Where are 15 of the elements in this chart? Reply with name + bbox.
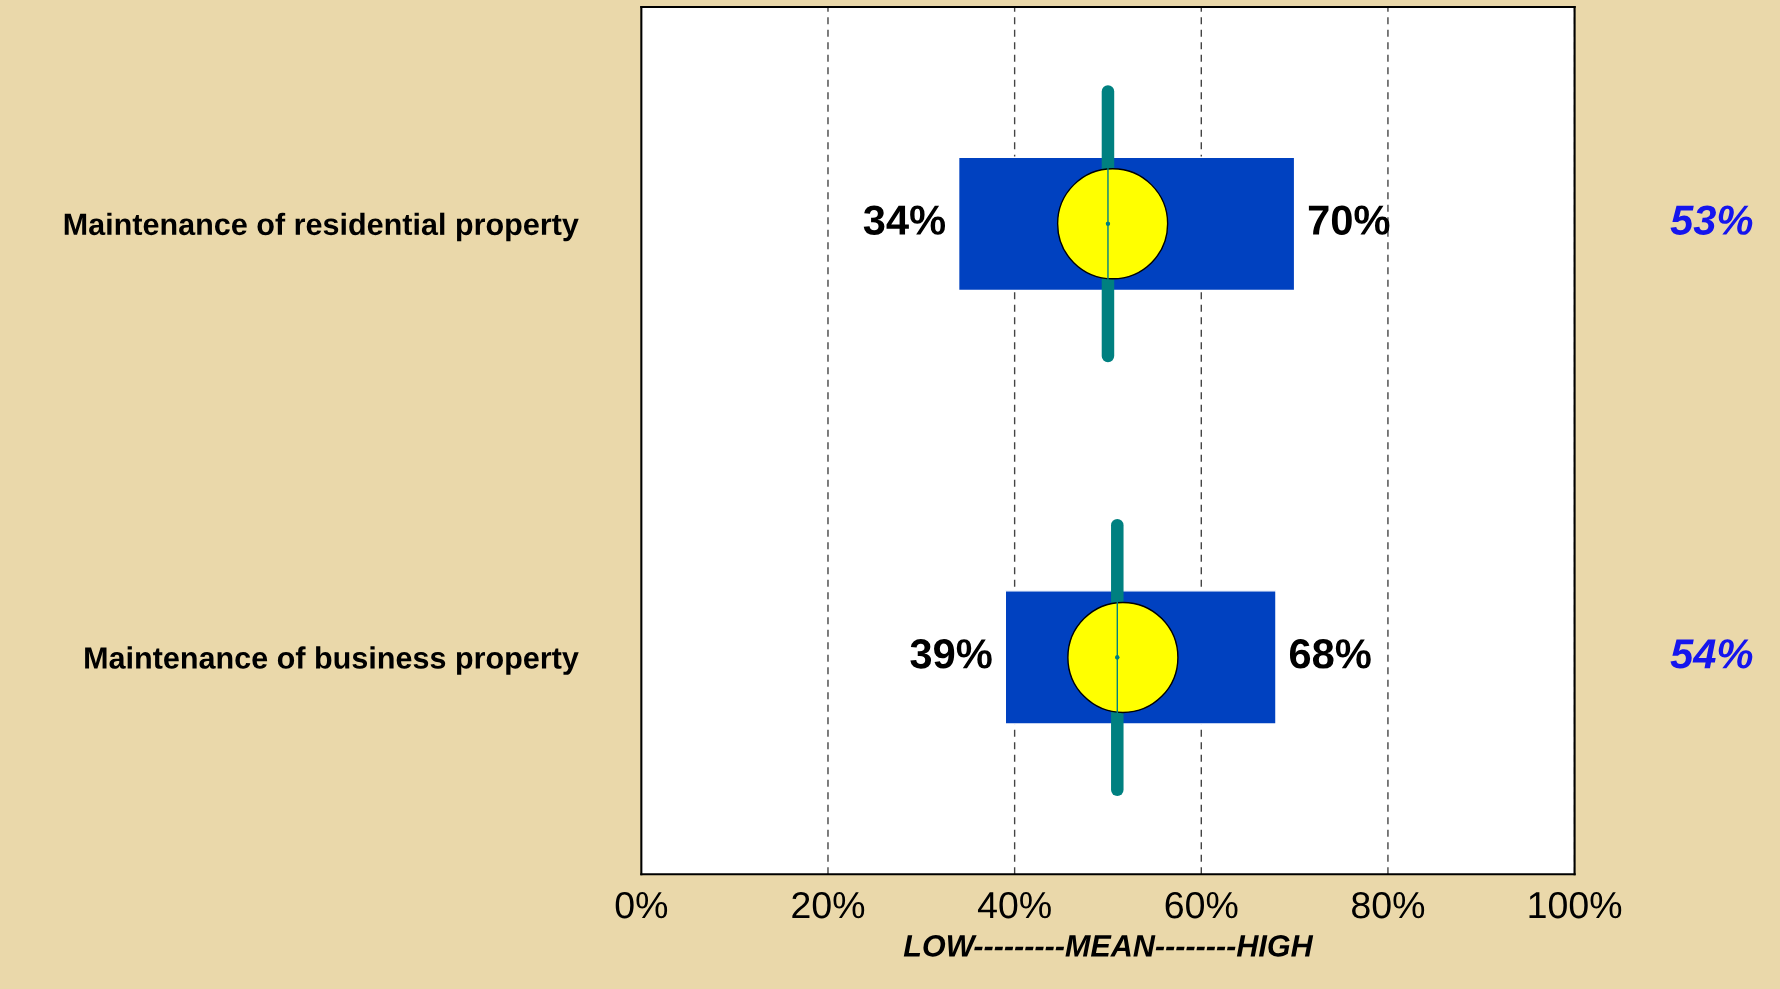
x-tick-label: 80% [1352,891,1425,919]
x-tick-label: 0% [615,891,668,919]
x-tick-label: 60% [1165,891,1238,919]
x-tick-label: 20% [792,891,865,919]
text: 54% [1670,639,1753,669]
annotation: 34% [863,205,946,235]
annotation: 39% [910,639,992,669]
x-tick-label: 100% [1529,891,1622,919]
annotation: 70% [1308,205,1390,235]
text: 53% [1670,205,1753,235]
x-tick-label: 40% [977,891,1051,919]
y-tick-label: Maintenance of residential property [64,212,579,242]
x-axis-title: LOW---------MEAN--------HIGH [903,935,1314,957]
annotation: 68% [1289,639,1371,669]
y-tick-label: Maintenance of business property [85,646,579,675]
